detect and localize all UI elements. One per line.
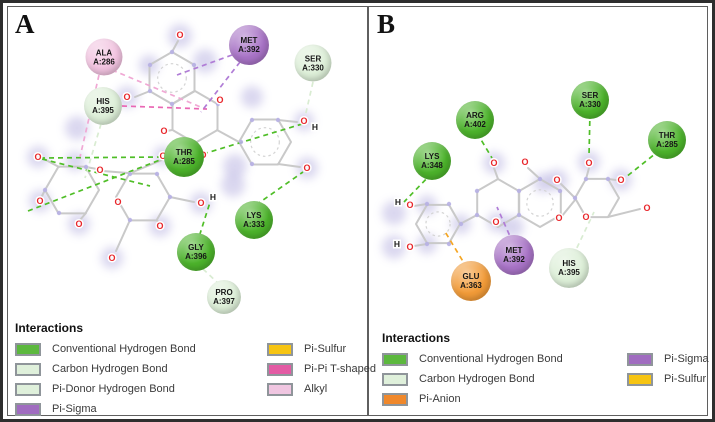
residue-position: A:286 xyxy=(93,57,115,66)
legend-item: Pi-Sigma xyxy=(15,399,267,419)
panel-a-legend: Interactions Conventional Hydrogen Bond C… xyxy=(15,321,376,419)
legend-title: Interactions xyxy=(15,321,84,335)
legend-item: Pi-Donor Hydrogen Bond xyxy=(15,379,267,399)
residue-thr-a285: THR A:285 xyxy=(164,137,204,177)
residue-position: A:333 xyxy=(243,220,265,229)
residue-his-a395: HIS A:395 xyxy=(84,87,122,125)
legend-label: Carbon Hydrogen Bond xyxy=(52,363,168,375)
legend-label: Pi-Donor Hydrogen Bond xyxy=(52,383,175,395)
legend-swatch xyxy=(267,382,293,396)
residue-gly-a396: GLY A:396 xyxy=(177,233,215,271)
residue-his-a395: HIS A:395 xyxy=(549,248,589,288)
residue-ser-a330: SER A:330 xyxy=(571,81,609,119)
residue-name: THR xyxy=(175,148,193,157)
legend-item: Carbon Hydrogen Bond xyxy=(15,359,267,379)
residue-position: A:330 xyxy=(302,63,324,72)
residue-position: A:392 xyxy=(238,45,260,54)
residue-name: HIS xyxy=(96,97,110,106)
residue-lys-a348: LYS A:348 xyxy=(413,142,451,180)
legend-column: Pi-Sigma Pi-Sulfur xyxy=(627,349,709,409)
legend-item: Conventional Hydrogen Bond xyxy=(15,339,267,359)
legend-swatch xyxy=(627,352,653,366)
panel-b-border xyxy=(368,6,708,416)
legend-item: Pi-Anion xyxy=(382,389,627,409)
residue-name: PRO xyxy=(215,288,233,297)
legend-columns: Conventional Hydrogen Bond Carbon Hydroge… xyxy=(15,339,376,419)
residue-ala-a286: ALA A:286 xyxy=(85,38,123,76)
legend-label: Pi-Sulfur xyxy=(664,373,707,385)
legend-swatch xyxy=(15,342,41,356)
legend-title: Interactions xyxy=(382,331,451,345)
legend-item: Pi-Pi T-shaped xyxy=(267,359,376,379)
legend-item: Pi-Sulfur xyxy=(627,369,709,389)
residue-position: A:402 xyxy=(464,120,486,129)
legend-swatch xyxy=(382,392,408,406)
legend-swatch xyxy=(15,382,41,396)
legend-item: Pi-Sigma xyxy=(627,349,709,369)
legend-columns: Conventional Hydrogen Bond Carbon Hydroge… xyxy=(382,349,709,409)
legend-label: Carbon Hydrogen Bond xyxy=(419,373,535,385)
legend-swatch xyxy=(267,342,293,356)
residue-glu-a363: GLU A:363 xyxy=(451,261,491,301)
residue-position: A:285 xyxy=(173,157,195,166)
legend-item: Alkyl xyxy=(267,379,376,399)
legend-label: Pi-Sigma xyxy=(664,353,709,365)
residue-position: A:396 xyxy=(185,252,207,261)
residue-name: ALA xyxy=(95,48,113,57)
legend-swatch xyxy=(267,362,293,376)
residue-thr-a285: THR A:285 xyxy=(648,121,686,159)
residue-name: MET xyxy=(240,36,258,45)
legend-column: Conventional Hydrogen Bond Carbon Hydroge… xyxy=(15,339,267,419)
residue-position: A:330 xyxy=(579,100,601,109)
residue-name: LYS xyxy=(424,152,440,161)
legend-label: Conventional Hydrogen Bond xyxy=(419,353,563,365)
legend-label: Conventional Hydrogen Bond xyxy=(52,343,196,355)
residue-name: GLU xyxy=(462,272,480,281)
legend-label: Pi-Sigma xyxy=(52,403,97,415)
residue-lys-a333: LYS A:333 xyxy=(235,201,273,239)
residue-position: A:395 xyxy=(92,106,114,115)
legend-label: Pi-Sulfur xyxy=(304,343,347,355)
residue-name: LYS xyxy=(246,211,262,220)
residue-position: A:348 xyxy=(421,161,443,170)
legend-label: Pi-Anion xyxy=(419,393,461,405)
residue-name: MET xyxy=(505,246,523,255)
legend-label: Pi-Pi T-shaped xyxy=(304,363,376,375)
panel-a-label: A xyxy=(15,9,35,39)
residue-met-a392: MET A:392 xyxy=(494,235,534,275)
panel-b-label: B xyxy=(377,9,396,39)
residue-pro-a397: PRO A:397 xyxy=(207,280,241,314)
residue-name: GLY xyxy=(188,243,204,252)
legend-swatch xyxy=(15,402,41,416)
legend-label: Alkyl xyxy=(304,383,328,395)
residue-name: THR xyxy=(658,131,676,140)
residue-met-a392: MET A:392 xyxy=(229,25,269,65)
panel-b-legend: Interactions Conventional Hydrogen Bond C… xyxy=(382,331,709,409)
legend-swatch xyxy=(627,372,653,386)
residue-position: A:392 xyxy=(503,255,525,264)
residue-position: A:285 xyxy=(656,140,678,149)
panel-a-border xyxy=(7,6,368,416)
residue-name: SER xyxy=(304,54,322,63)
residue-ser-a330: SER A:330 xyxy=(294,44,332,82)
residue-position: A:395 xyxy=(558,268,580,277)
residue-name: SER xyxy=(581,91,599,100)
legend-swatch xyxy=(382,352,408,366)
legend-item: Pi-Sulfur xyxy=(267,339,376,359)
residue-name: ARG xyxy=(466,111,484,120)
residue-position: A:363 xyxy=(460,281,482,290)
legend-column: Conventional Hydrogen Bond Carbon Hydroge… xyxy=(382,349,627,409)
legend-swatch xyxy=(382,372,408,386)
residue-name: HIS xyxy=(562,259,576,268)
legend-column: Pi-Sulfur Pi-Pi T-shaped Alkyl xyxy=(267,339,376,419)
residue-arg-a402: ARG A:402 xyxy=(456,101,494,139)
residue-position: A:397 xyxy=(213,297,235,306)
legend-item: Carbon Hydrogen Bond xyxy=(382,369,627,389)
legend-item: Conventional Hydrogen Bond xyxy=(382,349,627,369)
legend-swatch xyxy=(15,362,41,376)
